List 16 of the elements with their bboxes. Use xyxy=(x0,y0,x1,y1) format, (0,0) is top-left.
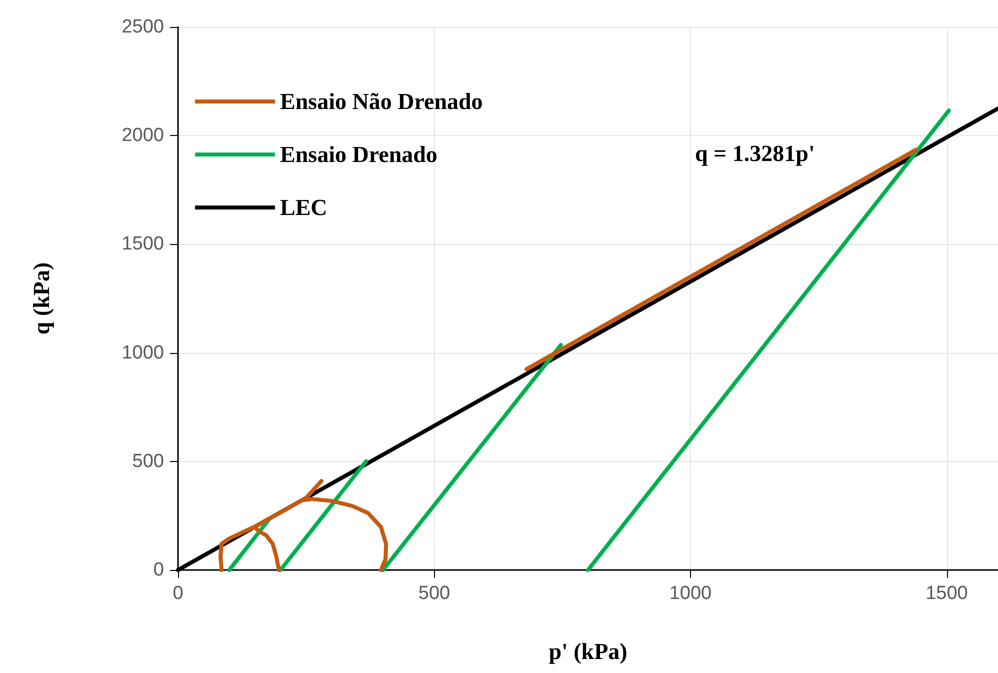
x-tick-label: 0 xyxy=(172,583,184,604)
y-tick-label: 2500 xyxy=(122,16,164,38)
legend-label: Ensaio Drenado xyxy=(280,142,438,167)
y-tick-label: 2000 xyxy=(122,125,164,146)
y-tick-label: 1500 xyxy=(122,234,164,255)
x-axis-title: p' (kPa) xyxy=(548,639,628,664)
y-tick-label: 0 xyxy=(153,560,164,580)
annotation: q = 1.3281p' xyxy=(695,141,815,166)
legend-label: LEC xyxy=(280,195,328,220)
y-axis-title: q (kPa) xyxy=(29,262,54,335)
x-tick-label: 1000 xyxy=(669,583,712,604)
legend-label: Ensaio Não Drenado xyxy=(280,89,483,114)
x-tick-label: 500 xyxy=(418,583,450,604)
x-tick-label: 1500 xyxy=(926,583,968,604)
y-tick-label: 1000 xyxy=(122,342,164,364)
y-tick-label: 500 xyxy=(132,450,164,472)
